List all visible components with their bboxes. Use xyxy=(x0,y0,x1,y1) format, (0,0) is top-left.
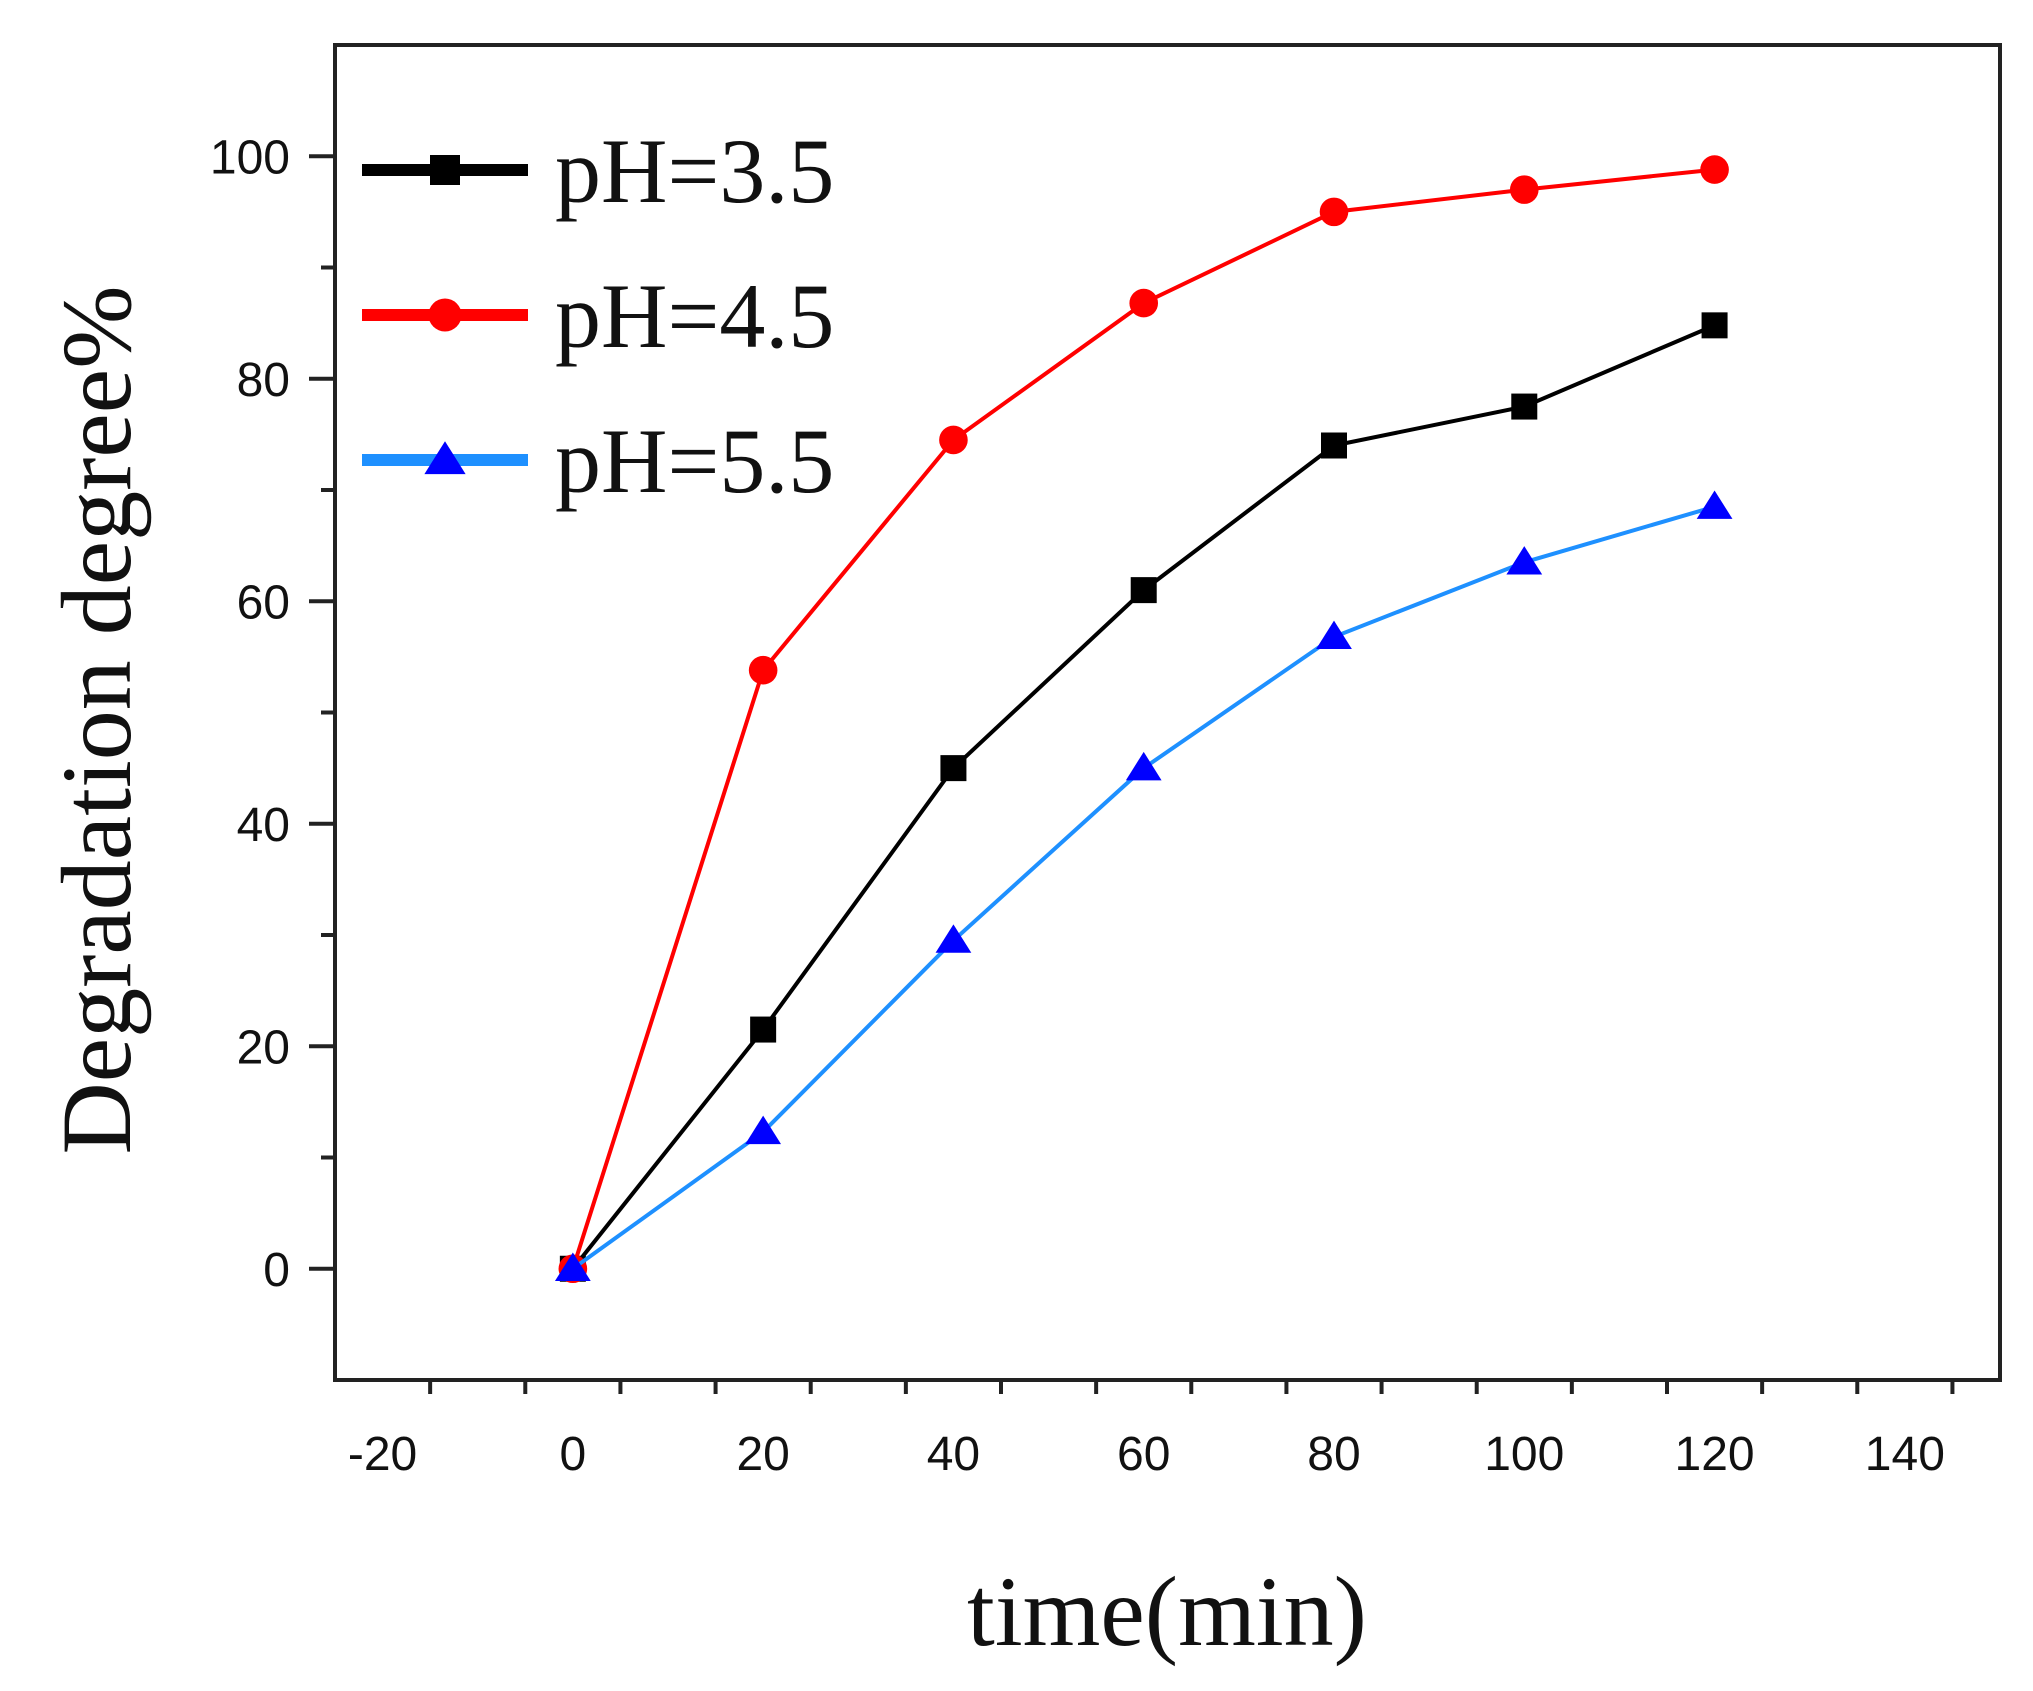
data-point-ph-4-5 xyxy=(748,655,778,685)
y-tick-label: 40 xyxy=(237,799,290,852)
x-tick-label: 100 xyxy=(1484,1428,1564,1481)
x-tick-label: 20 xyxy=(736,1428,789,1481)
x-tick-label: 120 xyxy=(1675,1428,1755,1481)
x-axis: -20 0 20 40 60 80 100 120 140 xyxy=(348,1380,1955,1481)
data-point-ph-4-5 xyxy=(1509,175,1539,204)
data-point-ph-5-5 xyxy=(1125,751,1162,781)
data-point-ph-5-5 xyxy=(745,1115,782,1145)
x-tick-label: 40 xyxy=(927,1428,980,1481)
data-point-ph-3-5 xyxy=(1511,393,1538,420)
data-point-ph-3-5 xyxy=(1701,312,1728,339)
legend: pH=3.5 pH=4.5 pH=5.5 xyxy=(362,120,834,512)
legend-marker-ph-4-5 xyxy=(428,298,462,332)
legend-marker-ph-5-5 xyxy=(424,441,466,475)
legend-label-ph-4-5: pH=4.5 xyxy=(555,265,834,367)
series-line-ph-5-5 xyxy=(571,504,1716,1271)
x-axis-title: time(min) xyxy=(967,1556,1367,1667)
data-point-ph-5-5 xyxy=(1506,546,1543,575)
data-point-ph-5-5 xyxy=(935,924,972,953)
x-tick-label: 0 xyxy=(560,1428,587,1481)
data-point-ph-3-5 xyxy=(1321,432,1347,459)
data-point-ph-3-5 xyxy=(750,1016,777,1043)
legend-marker-ph-3-5 xyxy=(430,155,460,185)
data-point-ph-5-5 xyxy=(1316,620,1352,650)
y-tick-label: 20 xyxy=(237,1021,290,1074)
legend-label-ph-3-5: pH=3.5 xyxy=(555,120,834,222)
x-tick-label: 80 xyxy=(1307,1428,1360,1481)
y-tick-label: 100 xyxy=(210,131,290,184)
x-tick-label: 60 xyxy=(1117,1428,1170,1481)
data-point-ph-3-5 xyxy=(1130,577,1157,604)
data-point-ph-4-5 xyxy=(1129,288,1159,318)
x-tick-label: -20 xyxy=(348,1428,417,1481)
legend-label-ph-5-5: pH=5.5 xyxy=(555,410,834,512)
data-point-ph-5-5 xyxy=(1696,490,1733,519)
y-tick-label: 80 xyxy=(237,354,290,407)
data-point-ph-4-5 xyxy=(1700,155,1729,184)
data-point-ph-4-5 xyxy=(1319,197,1349,227)
x-tick-label: 140 xyxy=(1865,1428,1945,1481)
data-point-ph-4-5 xyxy=(939,425,968,455)
y-axis-title: Degradation degree% xyxy=(41,286,152,1155)
y-tick-label: 60 xyxy=(237,576,290,629)
plot-frame xyxy=(333,43,2002,1382)
series-layer xyxy=(554,155,1733,1284)
y-tick-label: 0 xyxy=(263,1244,290,1297)
data-point-ph-5-5 xyxy=(554,1252,591,1281)
y-axis: 0 20 40 60 80 100 xyxy=(210,131,335,1297)
data-point-ph-3-5 xyxy=(940,755,967,782)
